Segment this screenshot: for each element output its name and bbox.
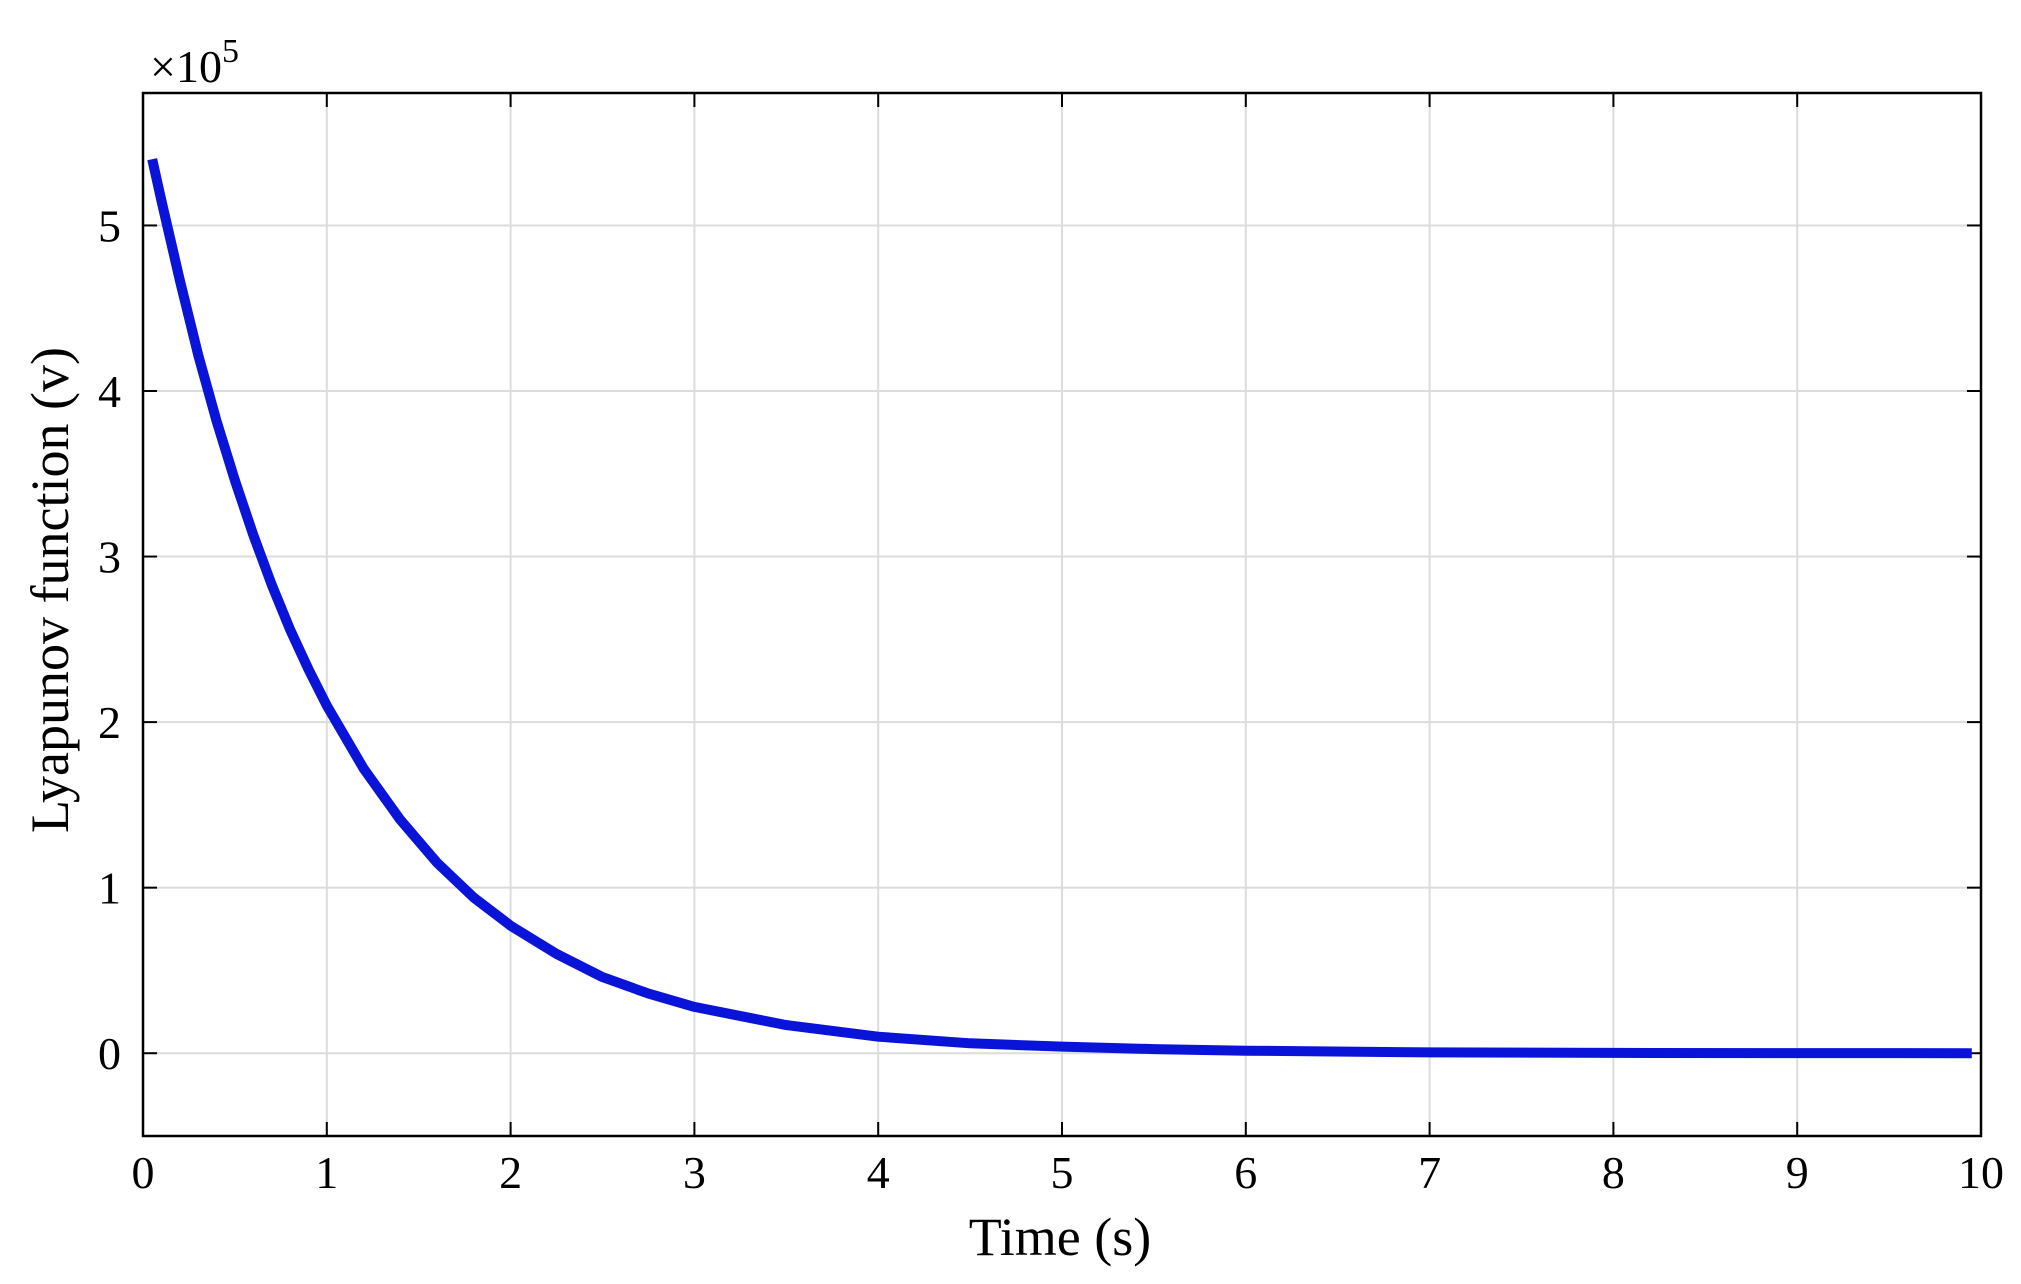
x-tick-label: 10 xyxy=(1958,1147,2004,1198)
grid-lines xyxy=(142,93,1982,1136)
x-tick-labels: 0 1 2 3 4 5 6 7 8 9 10 xyxy=(132,1147,2005,1198)
x-tick-label: 4 xyxy=(867,1147,890,1198)
y-tick-label: 4 xyxy=(98,366,121,417)
y-tick-label: 2 xyxy=(98,697,121,748)
x-tick-label: 1 xyxy=(315,1147,338,1198)
y-tick-label: 1 xyxy=(98,863,121,914)
y-tick-label: 0 xyxy=(98,1028,121,1079)
y-tick-labels: 0 1 2 3 4 5 xyxy=(98,200,121,1079)
x-tick-label: 0 xyxy=(132,1147,155,1198)
x-tick-label: 8 xyxy=(1602,1147,1625,1198)
series-line xyxy=(147,158,1972,1059)
y-axis-label: Lyapunov function (v) xyxy=(20,347,80,833)
x-tick-label: 9 xyxy=(1786,1147,1809,1198)
x-tick-label: 2 xyxy=(499,1147,522,1198)
x-tick-label: 5 xyxy=(1051,1147,1074,1198)
y-exponent-base: ×10 xyxy=(150,41,222,92)
y-tick-label: 3 xyxy=(98,532,121,583)
y-exponent-power: 5 xyxy=(222,33,239,70)
y-exponent-label: ×105 xyxy=(150,33,239,92)
x-axis-label: Time (s) xyxy=(969,1207,1152,1267)
x-tick-label: 3 xyxy=(683,1147,706,1198)
x-tick-label: 6 xyxy=(1234,1147,1257,1198)
axis-ticks xyxy=(142,93,1982,1136)
y-tick-label: 5 xyxy=(98,200,121,251)
x-tick-label: 7 xyxy=(1418,1147,1441,1198)
